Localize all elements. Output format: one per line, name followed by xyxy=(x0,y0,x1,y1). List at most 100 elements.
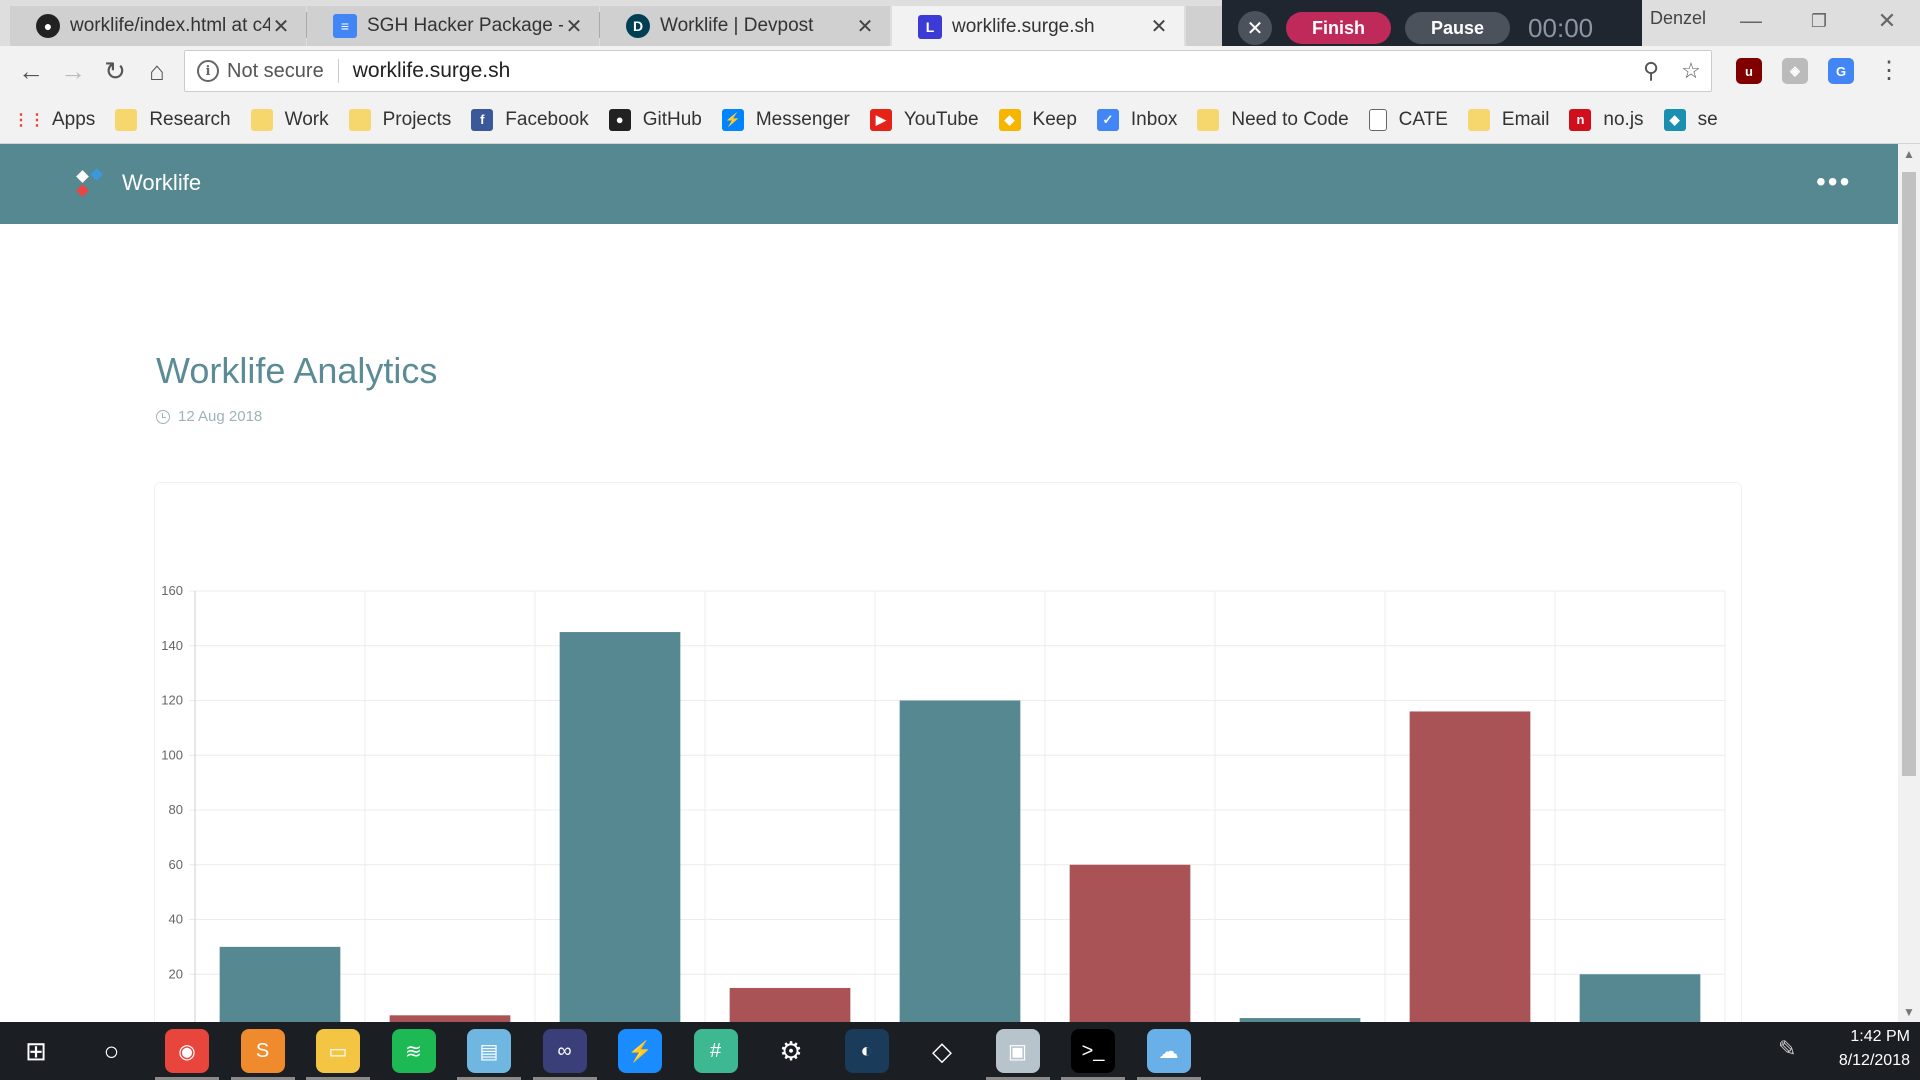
cancel-recording-icon[interactable]: ✕ xyxy=(1238,11,1272,45)
analytics-chart-card: 0 20 40 60 80 100 120 140 160 xyxy=(154,482,1742,1022)
youtube-icon: ▶ xyxy=(869,108,892,131)
steam-icon[interactable]: ◐ xyxy=(844,1029,889,1073)
clock-date[interactable]: 8/12/2018 xyxy=(1838,1052,1910,1069)
terminal-icon[interactable]: >_ xyxy=(1071,1029,1115,1073)
more-menu-icon[interactable]: ••• xyxy=(1816,166,1852,197)
tab-github[interactable]: ● worklife/index.html at c4 ✕ xyxy=(10,6,306,46)
close-tab-icon[interactable]: ✕ xyxy=(856,15,874,38)
close-window-icon[interactable]: ✕ xyxy=(1877,8,1897,33)
sublime-icon[interactable]: S xyxy=(240,1029,285,1073)
tab-title: worklife.surge.sh xyxy=(952,15,1095,37)
minimize-icon[interactable]: — xyxy=(1740,8,1762,33)
tab-title: SGH Hacker Package - Go xyxy=(367,15,563,36)
notepad-icon[interactable]: ▤ xyxy=(467,1029,511,1073)
visual-studio-icon[interactable]: ∞ xyxy=(542,1029,587,1073)
translate-icon[interactable]: G xyxy=(1828,58,1854,84)
spotify-icon[interactable]: ≋ xyxy=(391,1029,436,1073)
tab-title: worklife/index.html at c4 xyxy=(70,15,270,36)
restore-icon[interactable]: ❐ xyxy=(1810,11,1828,31)
nojs-icon: n xyxy=(1569,108,1592,131)
page-scrollbar[interactable]: ▲ ▼ xyxy=(1898,144,1920,1022)
forward-arrow-icon[interactable]: → xyxy=(60,56,86,86)
site-title[interactable]: Worklife xyxy=(122,170,202,195)
bookmark-label: YouTube xyxy=(903,108,979,130)
onedrive-icon[interactable]: ☁ xyxy=(1146,1029,1191,1073)
cortana-icon[interactable]: ○ xyxy=(103,1035,120,1066)
zoom-icon[interactable]: ⚲ xyxy=(1642,58,1660,83)
close-tab-icon[interactable]: ✕ xyxy=(272,15,290,38)
chrome-menu-icon[interactable]: ⋮ xyxy=(1877,57,1901,84)
se-icon: ◆ xyxy=(1663,108,1686,131)
running-indicator xyxy=(1136,1077,1201,1080)
clock-time[interactable]: 1:42 PM xyxy=(1850,1028,1910,1045)
github-icon: ● xyxy=(608,108,631,131)
unity-icon[interactable]: ◇ xyxy=(932,1035,952,1066)
scroll-down-arrow-icon[interactable]: ▼ xyxy=(1903,1005,1915,1019)
page-title: Worklife Analytics xyxy=(156,350,438,391)
tab-worklife[interactable]: L worklife.surge.sh ✕ xyxy=(892,6,1184,47)
address-bar[interactable]: i Not secure worklife.surge.sh ⚲ ☆ xyxy=(184,50,1712,92)
bookmark-youtube[interactable]: ▶ YouTube xyxy=(869,108,979,131)
bookmark-se[interactable]: ◆ se xyxy=(1663,108,1718,131)
bar xyxy=(389,1015,511,1022)
clock-icon xyxy=(156,409,170,424)
bookmark-star-icon[interactable]: ☆ xyxy=(1681,58,1701,83)
shield-extension-icon[interactable]: ◈ xyxy=(1782,58,1808,84)
chrome-icon[interactable]: ◉ xyxy=(165,1029,209,1073)
reload-icon[interactable]: ↻ xyxy=(104,56,126,86)
finish-button[interactable]: Finish xyxy=(1286,12,1391,44)
bookmark-no-js[interactable]: n no.js xyxy=(1569,108,1644,131)
bookmark-apps[interactable]: ⋮⋮ Apps xyxy=(13,109,95,131)
bookmark-keep[interactable]: ◆ Keep xyxy=(998,108,1077,131)
worklife-logo-icon[interactable] xyxy=(76,168,110,202)
address-separator xyxy=(337,59,339,83)
windows-taskbar: ✎ 1:42 PM 8/12/2018 ⊞ ○ ◉ S ▭ ≋ ▤ ∞ ⚡ # ⚙ ◐ ◇ ▣ >_ ☁ xyxy=(0,1022,1920,1080)
bookmark-facebook[interactable]: f Facebook xyxy=(471,108,589,131)
slack-icon[interactable]: # xyxy=(693,1029,738,1073)
back-arrow-icon[interactable]: ← xyxy=(18,56,44,86)
bookmark-label: CATE xyxy=(1398,108,1448,130)
y-tick-label: 20 xyxy=(169,966,183,981)
profile-name[interactable]: Denzel xyxy=(1650,8,1707,28)
bookmark-work[interactable]: Work xyxy=(250,108,329,131)
bar xyxy=(1069,864,1191,1022)
photos-icon[interactable]: ▣ xyxy=(995,1029,1040,1073)
settings-icon[interactable]: ⚙ xyxy=(779,1035,803,1066)
info-icon[interactable]: i xyxy=(197,60,219,82)
windows-start-icon[interactable]: ⊞ xyxy=(25,1035,47,1066)
facebook-icon: f xyxy=(471,108,494,131)
y-tick-label: 0 xyxy=(176,1021,183,1022)
new-tab-button[interactable] xyxy=(1186,6,1226,46)
messenger-icon[interactable]: ⚡ xyxy=(618,1029,662,1073)
running-indicator xyxy=(985,1077,1050,1080)
tab-devpost[interactable]: D Worklife | Devpost ✕ xyxy=(600,6,890,46)
bookmark-cate[interactable]: CATE xyxy=(1368,108,1448,131)
folder-icon xyxy=(1467,108,1490,131)
pen-icon[interactable]: ✎ xyxy=(1778,1036,1797,1061)
bookmark-need-to-code[interactable]: Need to Code xyxy=(1197,108,1349,131)
logo-dot xyxy=(90,168,103,181)
bookmark-email[interactable]: Email xyxy=(1467,108,1549,131)
page-viewport: Worklife ••• Worklife Analytics 12 Aug 2… xyxy=(0,144,1920,1022)
tab-docs[interactable]: ≡ SGH Hacker Package - Go ✕ xyxy=(307,6,599,46)
messenger-icon: ⚡ xyxy=(721,108,744,131)
pause-button[interactable]: Pause xyxy=(1405,12,1511,44)
keep-icon: ◆ xyxy=(998,108,1021,131)
bar xyxy=(729,987,851,1022)
bookmark-messenger[interactable]: ⚡ Messenger xyxy=(721,108,850,131)
scroll-thumb[interactable] xyxy=(1902,172,1916,776)
bookmark-label: Work xyxy=(284,108,329,130)
y-tick-label: 100 xyxy=(161,747,183,762)
bookmark-github[interactable]: ● GitHub xyxy=(608,108,702,131)
url-text[interactable]: worklife.surge.sh xyxy=(352,59,511,82)
file-explorer-icon[interactable]: ▭ xyxy=(316,1029,360,1073)
close-tab-icon[interactable]: ✕ xyxy=(1150,16,1168,38)
security-label[interactable]: Not secure xyxy=(227,59,324,82)
home-icon[interactable]: ⌂ xyxy=(149,56,165,86)
close-tab-icon[interactable]: ✕ xyxy=(565,15,583,38)
bookmark-research[interactable]: Research xyxy=(115,108,231,131)
bookmark-inbox[interactable]: ✓ Inbox xyxy=(1096,108,1177,131)
ublock-icon[interactable]: u xyxy=(1736,58,1762,84)
scroll-up-arrow-icon[interactable]: ▲ xyxy=(1903,147,1915,161)
bookmark-projects[interactable]: Projects xyxy=(348,108,451,131)
